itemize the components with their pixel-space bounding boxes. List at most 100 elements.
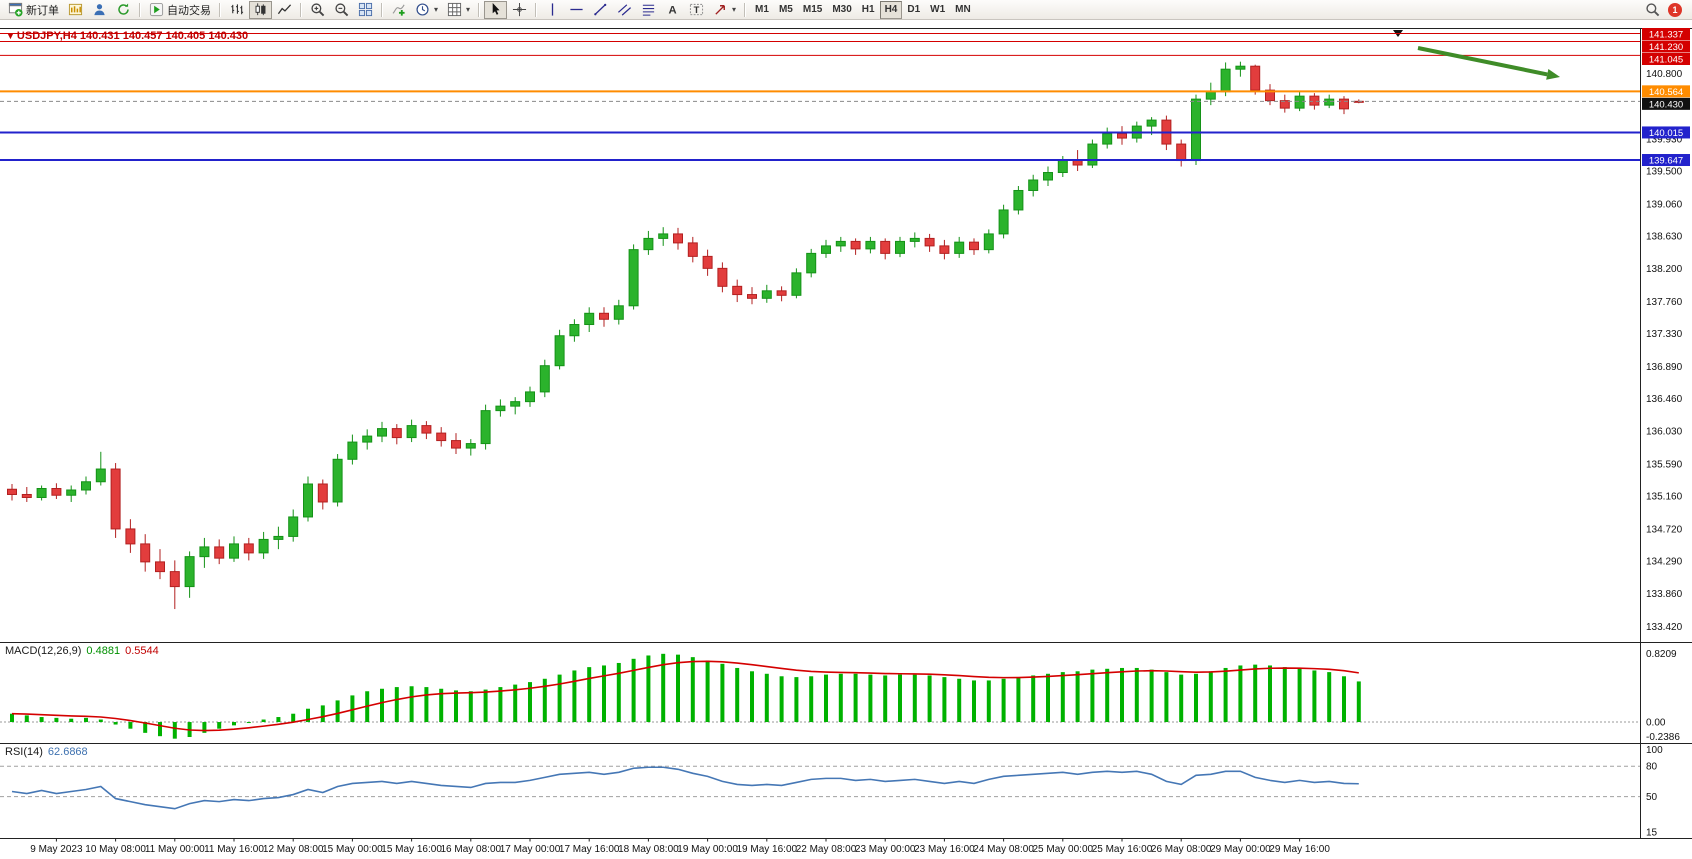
time-axis-label: 16 May 08:00 <box>440 844 501 855</box>
macd-histogram-bar <box>853 673 858 723</box>
candle-body <box>954 241 965 254</box>
templates-button[interactable]: ▾ <box>443 1 474 19</box>
timeframe-button-mn[interactable]: MN <box>955 4 971 15</box>
notification-badge[interactable]: 1 <box>1668 2 1682 17</box>
text-label-tool-button[interactable]: T <box>685 1 708 19</box>
time-axis-label: 9 May 2023 <box>30 844 83 855</box>
timeframe-button-m5[interactable]: M5 <box>778 4 793 15</box>
candle <box>465 439 476 456</box>
macd-histogram-bar <box>350 695 355 723</box>
arrows-tool-button[interactable]: ▾ <box>709 1 740 19</box>
macd-histogram-bar <box>276 717 281 723</box>
macd-histogram-bar <box>631 658 636 723</box>
candle-body <box>1176 143 1187 162</box>
macd-histogram-bar <box>172 722 177 739</box>
search-icon[interactable] <box>1645 2 1660 17</box>
candle-body <box>673 233 683 244</box>
candle <box>36 485 47 501</box>
new-order-button[interactable]: 新订单 <box>4 1 63 19</box>
indicators-button[interactable] <box>387 1 410 19</box>
timeframe-button-m30[interactable]: M30 <box>832 4 852 15</box>
candle-body <box>480 410 491 445</box>
bar-chart-type-button[interactable] <box>225 1 248 19</box>
candle-body <box>1191 98 1201 162</box>
auto-trading-button[interactable]: 自动交易 <box>145 1 215 19</box>
timeframe-button-m15[interactable]: M15 <box>802 4 823 15</box>
refresh-button[interactable] <box>112 1 135 19</box>
zoom-out-button[interactable] <box>330 1 353 19</box>
candle <box>21 487 32 502</box>
channel-tool-button[interactable] <box>613 1 636 19</box>
candle-body <box>377 428 387 437</box>
time-axis-label: 22 May 08:00 <box>796 844 857 855</box>
candle-body <box>732 285 743 296</box>
trendline-tool-button[interactable] <box>589 1 612 19</box>
candle-body <box>1087 143 1098 166</box>
candle-body <box>51 488 62 496</box>
candle <box>673 227 683 250</box>
candle <box>969 238 979 255</box>
candle <box>1191 94 1201 166</box>
channel-icon <box>618 4 632 16</box>
cursor-tool-button[interactable] <box>484 0 508 19</box>
macd-histogram-bar <box>1253 664 1258 723</box>
horizontal-line-tool-button[interactable] <box>565 1 588 19</box>
profile-button[interactable] <box>88 1 111 19</box>
time-axis-label: 10 May 08:00 <box>85 844 146 855</box>
timeframe-button-w1[interactable]: W1 <box>930 4 946 15</box>
chevron-down-icon: ▾ <box>732 5 737 14</box>
candle-body <box>1072 160 1083 166</box>
candlestick-chart-icon <box>255 3 266 16</box>
timeframe-button-h4[interactable]: H4 <box>879 0 903 19</box>
time-axis-label: 25 May 00:00 <box>1032 844 1093 855</box>
macd-histogram-bar <box>750 671 754 723</box>
timeframe-button-m1[interactable]: M1 <box>755 4 769 15</box>
vertical-line-tool-button[interactable] <box>541 1 564 19</box>
clock-icon <box>416 3 429 16</box>
chart-window: 140.800140.370139.930139.500139.060138.6… <box>0 20 1692 859</box>
timeframe-button-d1[interactable]: D1 <box>907 4 921 15</box>
price-axis-label: 140.800 <box>1646 69 1683 80</box>
crosshair-tool-button[interactable] <box>508 1 531 19</box>
time-axis-label: 11 May 00:00 <box>145 844 205 855</box>
macd-histogram-bar <box>542 678 547 723</box>
macd-histogram-bar <box>513 684 518 723</box>
candle-body <box>155 561 165 573</box>
price-marker-label: 140.564 <box>1649 87 1683 98</box>
trend-arrow-annotation[interactable] <box>1417 46 1560 80</box>
macd-histogram-bar <box>1356 681 1361 723</box>
candle-body <box>1220 68 1231 93</box>
macd-histogram-bar <box>1342 676 1346 723</box>
zoom-out-icon <box>335 3 349 17</box>
candle <box>199 537 210 568</box>
fibonacci-tool-button[interactable] <box>637 1 660 19</box>
timeframe-button-h1[interactable]: H1 <box>861 4 875 15</box>
macd-histogram-bar <box>1120 667 1124 723</box>
candle-body <box>7 488 17 495</box>
periods-button[interactable]: ▾ <box>411 1 442 19</box>
candlestick-chart-type-button[interactable] <box>249 0 272 19</box>
auto-trading-icon <box>149 2 164 17</box>
candle-body <box>95 468 106 483</box>
candle <box>1279 94 1290 113</box>
price-axis-label: 137.330 <box>1646 329 1683 340</box>
candle <box>155 549 165 580</box>
candle-body <box>1324 98 1335 106</box>
text-tool-button[interactable]: A <box>661 1 684 19</box>
candle-body <box>1265 89 1275 102</box>
rsi-axis-label: 100 <box>1646 745 1663 756</box>
macd-histogram-bar <box>1194 673 1198 723</box>
trend-arrow-shaft <box>1417 46 1548 77</box>
tile-windows-button[interactable] <box>354 1 377 19</box>
zoom-in-button[interactable] <box>306 1 329 19</box>
candle <box>658 227 669 246</box>
price-axis[interactable]: 140.800140.370139.930139.500139.060138.6… <box>1646 69 1683 633</box>
candle <box>791 268 802 299</box>
new-chart-button[interactable] <box>64 1 87 19</box>
price-marker-box <box>1642 28 1690 40</box>
macd-histogram-bar <box>1105 668 1110 723</box>
line-chart-type-button[interactable] <box>273 1 296 19</box>
candle-body <box>332 458 343 503</box>
time-axis-label: 19 May 00:00 <box>677 844 738 855</box>
